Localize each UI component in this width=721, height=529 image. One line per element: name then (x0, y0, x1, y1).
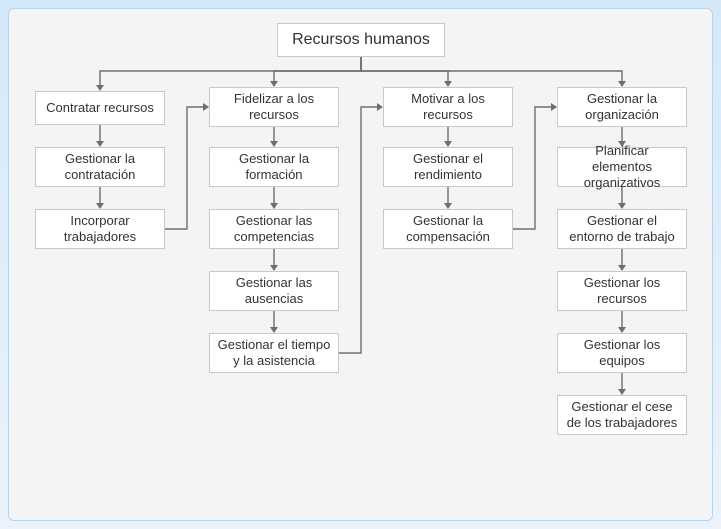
edges-layer (9, 9, 714, 522)
edge (339, 107, 377, 353)
node-c4d: Gestionar los equipos (557, 333, 687, 373)
edge (165, 107, 203, 229)
node-c1a: Gestionar la contratación (35, 147, 165, 187)
node-c2: Fidelizar a los recursos (209, 87, 339, 127)
edge (513, 107, 551, 229)
node-c4a: Planificar elementos organizativos (557, 147, 687, 187)
node-c1b: Incorporar trabajadores (35, 209, 165, 249)
node-c4: Gestionar la organización (557, 87, 687, 127)
node-root: Recursos humanos (277, 23, 445, 57)
edge (361, 57, 448, 81)
node-c3a: Gestionar el rendimiento (383, 147, 513, 187)
node-c2b: Gestionar las competencias (209, 209, 339, 249)
node-c2d: Gestionar el tiempo y la asistencia (209, 333, 339, 373)
edge (361, 57, 622, 81)
node-c4b: Gestionar el entorno de trabajo (557, 209, 687, 249)
diagram-panel: { "diagram": { "type": "tree", "backgrou… (8, 8, 713, 521)
edge (274, 57, 361, 81)
node-c2a: Gestionar la formación (209, 147, 339, 187)
node-c4e: Gestionar el cese de los trabajadores (557, 395, 687, 435)
node-c1: Contratar recursos (35, 91, 165, 125)
node-c4c: Gestionar los recursos (557, 271, 687, 311)
node-c3: Motivar a los recursos (383, 87, 513, 127)
node-c3b: Gestionar la compensación (383, 209, 513, 249)
node-c2c: Gestionar las ausencias (209, 271, 339, 311)
